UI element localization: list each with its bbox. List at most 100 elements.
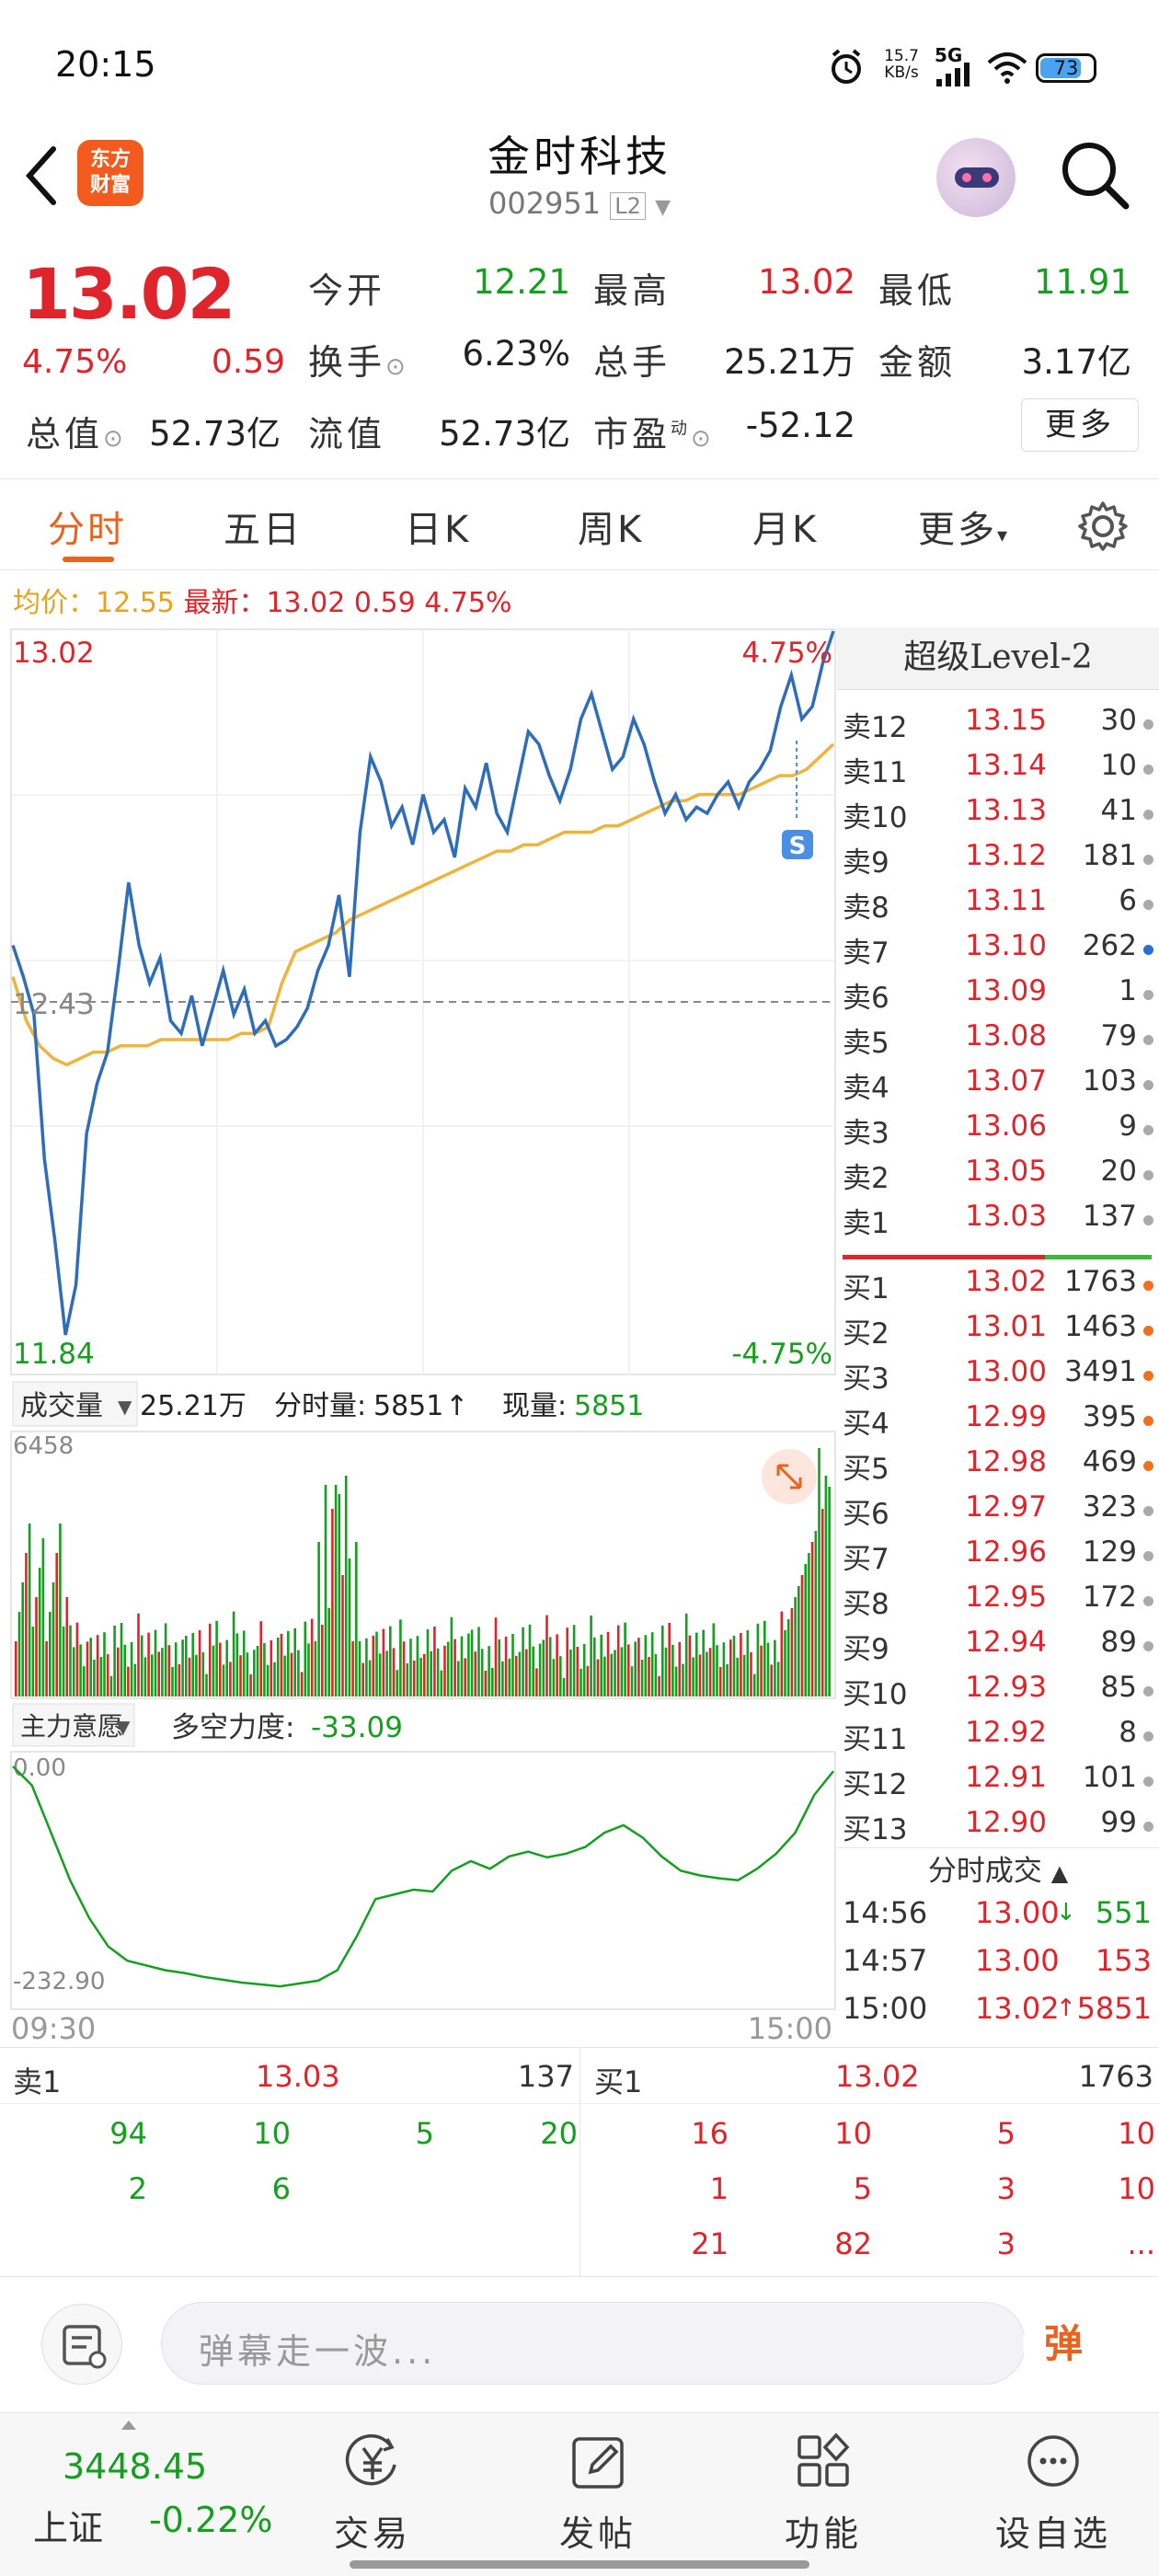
tab-intraday[interactable]: 分时 (48, 509, 127, 551)
settings-gear-icon[interactable] (1076, 500, 1130, 553)
nav-trade[interactable]: 交易 (271, 2413, 474, 2554)
bid-row[interactable]: 买2 13.01 1463 (837, 1310, 1159, 1355)
indicator-chart-frame (10, 1751, 836, 2010)
tab-five-day[interactable]: 五日 (224, 509, 303, 551)
bid-row[interactable]: 买4 12.99 395 (837, 1400, 1159, 1445)
tab-monthly-k[interactable]: 月K (752, 509, 820, 551)
volume-bar (548, 1637, 552, 1696)
volume-bar (528, 1624, 532, 1696)
trade-volume: 5851 (1076, 1991, 1152, 2026)
volume-bar (368, 1660, 372, 1696)
tab-more[interactable]: 更多▾ (918, 509, 1011, 551)
ask-row[interactable]: 卖10 13.13 41 (837, 794, 1159, 839)
ask-row[interactable]: 卖11 13.14 10 (837, 749, 1159, 794)
level2-title[interactable]: 超级Level-2 (837, 627, 1159, 690)
more-button[interactable]: 更多 (1021, 398, 1139, 452)
svg-text:多空力度:: 多空力度: (171, 1711, 294, 1744)
tab-daily-k[interactable]: 日K (405, 509, 472, 551)
ask-row[interactable]: 卖4 13.07 103 (837, 1064, 1159, 1110)
nav-post[interactable]: 发帖 (497, 2413, 699, 2554)
pe-value: -52.12 (745, 406, 855, 445)
comment-list-icon[interactable] (41, 2304, 122, 2385)
robot-avatar-icon[interactable] (936, 138, 1016, 217)
nav-add-watchlist[interactable]: 设自选 (952, 2413, 1154, 2554)
indicator-axis-top: 0.00 (13, 1754, 66, 1782)
bid-level: 买3 (843, 1363, 889, 1396)
ask-row[interactable]: 卖1 13.03 137 (837, 1200, 1159, 1245)
bid-row[interactable]: 买11 12.92 8 (837, 1716, 1159, 1761)
more-dots-icon (1027, 2435, 1079, 2487)
volume-bar (106, 1654, 109, 1696)
ask-row[interactable]: 卖8 13.11 6 (837, 884, 1159, 929)
volume-bar (263, 1643, 266, 1696)
bid-row[interactable]: 买8 12.95 172 (837, 1581, 1159, 1626)
ask-row[interactable]: 卖5 13.08 79 (837, 1019, 1159, 1064)
chart-tabs: 分时 五日 日K 周K 月K 更多▾ (0, 478, 1159, 570)
volume-bar (692, 1657, 694, 1696)
volume-bar (375, 1631, 378, 1696)
amount-value: 3.17亿 (1021, 342, 1131, 382)
volume-bar (317, 1542, 320, 1696)
index-ticker[interactable]: 3448.45 上证 -0.22% (0, 2413, 272, 2551)
volume-bar (59, 1524, 62, 1696)
tab-weekly-k[interactable]: 周K (578, 509, 645, 551)
ask-row[interactable]: 卖6 13.09 1 (837, 974, 1159, 1019)
volume-bar (684, 1613, 688, 1696)
app-logo[interactable]: 东方 财富 (77, 140, 143, 206)
volume-bar (464, 1658, 466, 1696)
volume-bar (650, 1632, 654, 1696)
ask-level: 卖3 (843, 1117, 889, 1150)
buy-queue-vol: 1763 (1078, 2059, 1153, 2094)
volume-bar (467, 1633, 470, 1696)
ask-row[interactable]: 卖9 13.12 181 (837, 839, 1159, 884)
volume-bar (678, 1641, 682, 1696)
trade-direction-icon: ↑ (1056, 1995, 1076, 2022)
bid-volume: 469 (1082, 1445, 1137, 1478)
nav-functions[interactable]: 功能 (722, 2413, 924, 2554)
bid-row[interactable]: 买6 12.97 323 (837, 1490, 1159, 1535)
bid-row[interactable]: 买7 12.96 129 (837, 1535, 1159, 1581)
queue-cell: 6 (271, 2171, 291, 2206)
intraday-charts[interactable]: S 13.02 12.43 11.84 4.75% -4.75% 成交量 ▼ 2… (0, 570, 837, 2042)
volume-bar (790, 1608, 794, 1696)
ask-price: 13.15 (965, 704, 1047, 737)
queue-cell: 16 (691, 2116, 729, 2151)
volume-bar (99, 1657, 103, 1696)
bid-row[interactable]: 买13 12.90 99 (837, 1806, 1159, 1851)
bid-row[interactable]: 买5 12.98 469 (837, 1445, 1159, 1490)
order-dot-icon (1143, 990, 1153, 1000)
bid-volume: 395 (1082, 1400, 1137, 1433)
bid-row[interactable]: 买1 13.02 1763 (837, 1265, 1159, 1310)
volume-bar (130, 1641, 133, 1696)
volume-bar (232, 1611, 235, 1696)
bid-volume: 8 (1119, 1716, 1137, 1749)
volume-max-label: 6458 (13, 1432, 74, 1460)
ask-row[interactable]: 卖3 13.06 9 (837, 1110, 1159, 1155)
danmu-button[interactable]: 弹 (1023, 2307, 1104, 2381)
ask-row[interactable]: 卖2 13.05 20 (837, 1155, 1159, 1200)
volume-bar (504, 1637, 508, 1696)
search-icon[interactable] (1058, 138, 1131, 212)
high-value: 13.02 (758, 262, 855, 302)
trades-title[interactable]: 分时成交 ▲ (837, 1847, 1159, 1893)
ask-volume: 30 (1100, 704, 1137, 737)
trade-price: 13.02 (975, 1991, 1060, 2026)
stock-code[interactable]: 002951 L2 ▼ (488, 186, 671, 221)
ask-row[interactable]: 卖7 13.10 262 (837, 929, 1159, 974)
back-icon[interactable] (20, 144, 61, 208)
volume-bar (86, 1641, 89, 1696)
ask-row[interactable]: 卖12 13.15 30 (837, 704, 1159, 749)
trade-time: 14:56 (843, 1895, 928, 1930)
volume-bar (416, 1636, 419, 1696)
bid-row[interactable]: 买10 12.93 85 (837, 1671, 1159, 1716)
volume-bar (17, 1612, 21, 1696)
bid-row[interactable]: 买3 13.00 3491 (837, 1355, 1159, 1400)
volume-bar (572, 1625, 576, 1696)
bid-row[interactable]: 买12 12.91 101 (837, 1761, 1159, 1806)
comment-input[interactable]: 弹幕走一波... (161, 2302, 1026, 2385)
volume-bar (83, 1666, 86, 1696)
volume-label: 总手 (593, 342, 671, 383)
bid-row[interactable]: 买9 12.94 89 (837, 1626, 1159, 1671)
volume-bar (75, 1622, 79, 1696)
volume-bar (93, 1660, 96, 1696)
